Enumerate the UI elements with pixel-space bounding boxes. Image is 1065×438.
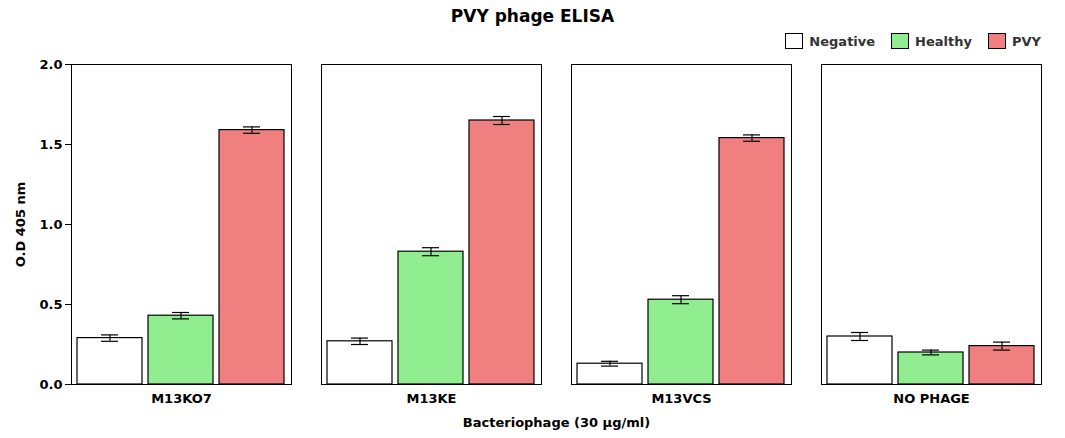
svg-text:M13VCS: M13VCS <box>651 391 711 406</box>
svg-text:M13KE: M13KE <box>407 391 457 406</box>
svg-text:NO PHAGE: NO PHAGE <box>893 391 969 406</box>
svg-text:1.5: 1.5 <box>39 137 62 152</box>
svg-text:2.0: 2.0 <box>39 57 62 72</box>
svg-text:Bacteriophage (30 μg/ml): Bacteriophage (30 μg/ml) <box>463 415 650 430</box>
html-text:PVY phage ELISA: PVY phage ELISA <box>450 6 615 26</box>
svg-text:M13KO7: M13KO7 <box>151 391 212 406</box>
html-text:PVY: PVY <box>1012 33 1041 49</box>
html-text:Negative: Negative <box>809 33 876 49</box>
svg-text:O.D 405 nm: O.D 405 nm <box>13 182 28 267</box>
svg-text:0.0: 0.0 <box>39 377 62 392</box>
svg-text:1.0: 1.0 <box>39 217 62 232</box>
svg-text:0.5: 0.5 <box>39 297 62 312</box>
html-text:Healthy: Healthy <box>915 33 972 49</box>
